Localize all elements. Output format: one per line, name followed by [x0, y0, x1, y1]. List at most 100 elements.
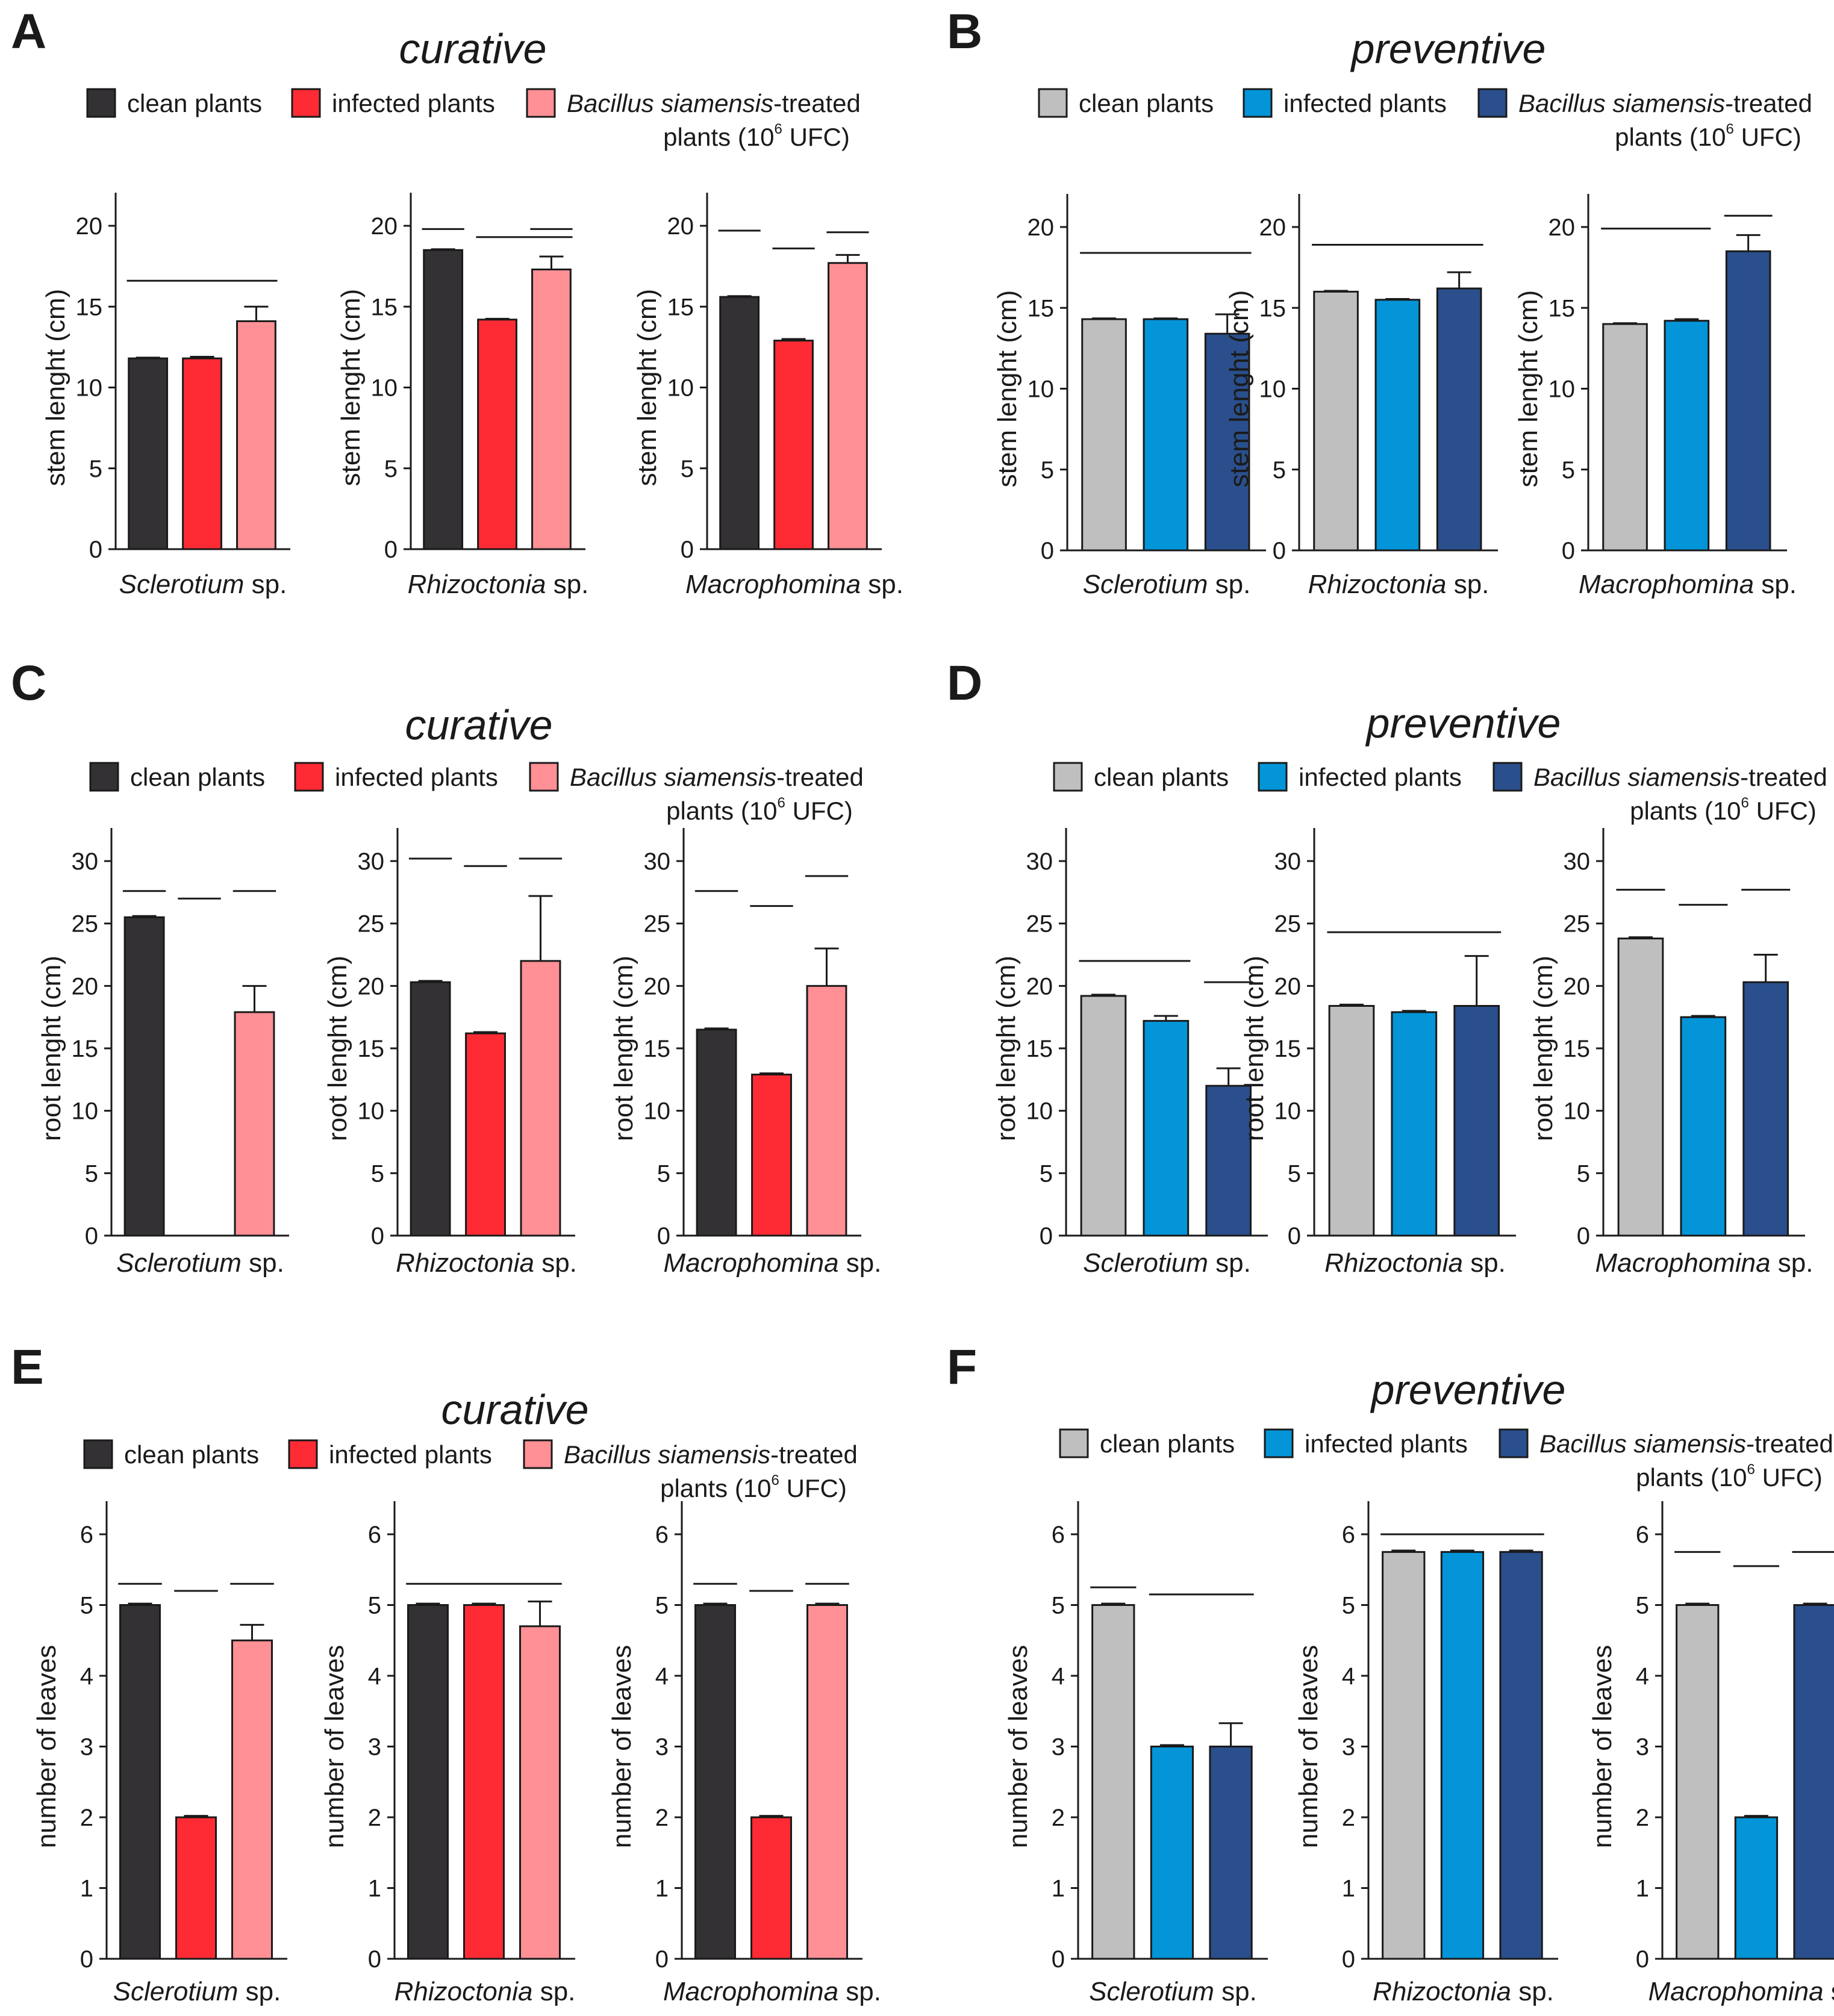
bar [1436, 287, 1482, 552]
y-tick-label: 3 [80, 1734, 93, 1761]
legend-label: Bacillus siamensis-treated [567, 89, 861, 117]
bar [531, 268, 572, 550]
y-tick-label: 0 [371, 1223, 384, 1249]
y-axis-label: root lenght (cm) [1529, 956, 1558, 1141]
y-tick-label: 10 [1549, 376, 1576, 403]
y-tick-label: 3 [1636, 1734, 1649, 1761]
y-tick-label: 15 [1026, 1036, 1053, 1062]
bar [751, 1074, 792, 1237]
bar [477, 319, 517, 550]
bar [236, 320, 276, 550]
legend-label: infected plants [335, 763, 498, 791]
y-tick-label: 20 [1549, 214, 1576, 241]
bar [806, 1604, 848, 1960]
y-tick-label: 10 [644, 1098, 671, 1125]
category-label: Macrophomina sp. [685, 570, 903, 599]
y-tick-label: 15 [1274, 1036, 1302, 1062]
legend-label: infected plants [1283, 89, 1447, 117]
y-tick-label: 15 [1028, 295, 1055, 322]
y-tick-label: 5 [1636, 1593, 1649, 1619]
category-label: Rhizoctonia sp. [1324, 1248, 1506, 1278]
y-tick-label: 20 [72, 973, 99, 1000]
y-tick-label: 0 [1562, 538, 1575, 564]
legend-label-line2: plants (106 UFC) [1636, 1461, 1823, 1492]
y-tick-label: 1 [1052, 1876, 1065, 1902]
category-label: Rhizoctonia sp. [395, 1977, 576, 2006]
bar [773, 340, 814, 550]
y-tick-label: 25 [1564, 911, 1591, 938]
y-tick-label: 30 [1026, 848, 1053, 875]
y-tick-label: 5 [85, 1160, 98, 1187]
y-tick-label: 15 [371, 294, 398, 320]
legend-swatch [523, 1439, 553, 1469]
y-tick-label: 5 [1577, 1160, 1590, 1187]
y-axis-label: stem lenght (cm) [632, 289, 662, 487]
y-axis-label: number of leaves [320, 1645, 349, 1849]
bar [519, 1625, 561, 1960]
y-tick-label: 6 [1636, 1522, 1649, 1548]
y-axis-label: stem lenght (cm) [41, 289, 70, 487]
legend-swatch [83, 1439, 113, 1469]
y-tick-label: 1 [1342, 1876, 1355, 1902]
subplot-1: 0 1 2 3 4 5 6 number of leaves Sclerotium sp. [1003, 1501, 1268, 2006]
y-tick-label: 0 [1342, 1946, 1355, 1973]
y-tick-label: 30 [644, 848, 671, 875]
bar [128, 357, 169, 550]
legend-swatch [1243, 88, 1273, 118]
bar [423, 249, 464, 550]
y-tick-label: 4 [655, 1663, 669, 1690]
y-tick-label: 30 [72, 848, 99, 875]
y-tick-label: 15 [358, 1036, 385, 1062]
y-tick-label: 6 [1342, 1522, 1355, 1548]
bar [1742, 981, 1789, 1237]
legend-swatch [86, 88, 116, 118]
y-tick-label: 20 [667, 213, 694, 240]
category-label: Macrophomina sp. [1579, 570, 1797, 599]
subplot-3: 0 5 10 15 20 stem lenght (cm) Macrophomina sp. [632, 193, 903, 599]
category-label: Macrophomina sp. [664, 1248, 882, 1278]
legend-label: clean plants [1079, 89, 1214, 117]
y-tick-label: 0 [681, 537, 694, 563]
bar [182, 357, 222, 550]
legend-swatch [89, 762, 119, 792]
y-tick-label: 6 [1052, 1522, 1065, 1548]
y-axis-label: number of leaves [32, 1645, 61, 1849]
bar [750, 1816, 792, 1960]
category-label: Sclerotium sp. [116, 1248, 284, 1278]
legend-swatch [1053, 762, 1083, 792]
subplot-2: 0 1 2 3 4 5 6 number of leaves Rhizoctonia sp. [1294, 1501, 1558, 2006]
y-tick-label: 1 [80, 1876, 93, 1902]
y-tick-label: 2 [80, 1805, 93, 1831]
legend: clean plants infected plants Bacillus siam… [1038, 88, 1812, 151]
y-tick-label: 5 [368, 1593, 381, 1619]
y-tick-label: 1 [1636, 1876, 1649, 1902]
bar [696, 1028, 737, 1237]
y-tick-label: 2 [655, 1805, 669, 1831]
y-tick-label: 20 [1259, 214, 1287, 241]
y-tick-label: 5 [1562, 457, 1575, 484]
y-tick-label: 5 [1342, 1593, 1355, 1619]
y-tick-label: 4 [80, 1663, 93, 1690]
bar [1602, 323, 1648, 552]
y-tick-label: 0 [1577, 1223, 1590, 1249]
legend-label: infected plants [332, 89, 495, 117]
y-tick-label: 2 [1636, 1805, 1649, 1831]
y-tick-label: 30 [1564, 848, 1591, 875]
y-tick-label: 20 [1026, 973, 1053, 1000]
y-tick-label: 5 [80, 1593, 93, 1619]
y-tick-label: 25 [72, 911, 99, 938]
subplot-1: 0 1 2 3 4 5 6 number of leaves Sclerotium sp. [32, 1501, 287, 2006]
y-tick-label: 20 [1274, 973, 1302, 1000]
bar [1793, 1604, 1834, 1960]
y-tick-label: 5 [371, 1160, 384, 1187]
y-tick-label: 15 [1549, 295, 1576, 322]
panel-title: curative [441, 1386, 588, 1433]
bar [719, 296, 760, 550]
bar [1143, 1019, 1190, 1237]
bar [1204, 332, 1250, 552]
bar [694, 1604, 736, 1960]
